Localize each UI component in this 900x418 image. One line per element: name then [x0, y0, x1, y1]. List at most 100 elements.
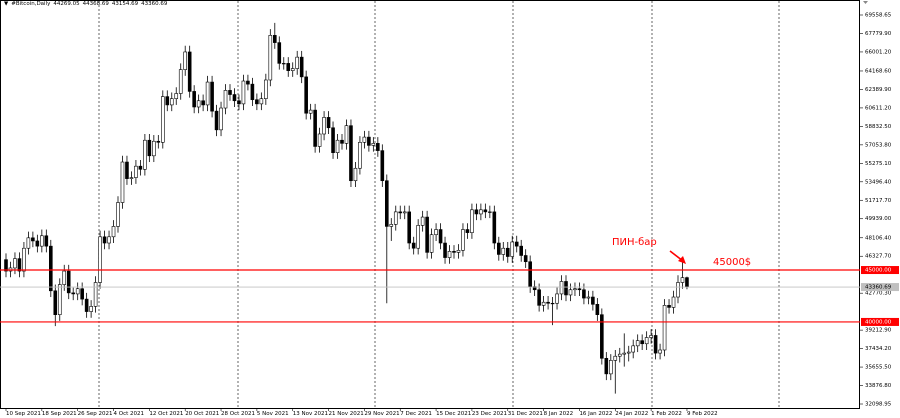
arrow-head	[678, 256, 686, 264]
candle-body	[402, 211, 407, 214]
candle-body	[541, 301, 546, 306]
candle-body	[452, 251, 456, 253]
candle-body	[608, 360, 613, 375]
y-tick-label: 64168.60	[865, 68, 892, 74]
y-tick-label: 48106.40	[865, 235, 892, 241]
y-tick-label: 33876.80	[865, 383, 892, 389]
candle-body	[622, 352, 627, 355]
candle-body	[169, 98, 174, 106]
candle-body	[290, 68, 295, 71]
candle-body	[340, 139, 344, 144]
candle-body	[102, 236, 107, 244]
candle-body	[532, 286, 537, 291]
candle-body	[528, 261, 532, 287]
candle-body	[685, 277, 689, 288]
candle-body	[165, 96, 170, 106]
candle-body	[519, 245, 524, 256]
current-price-label: 43360.69	[865, 285, 892, 291]
candle-body	[192, 91, 196, 108]
candle-body	[380, 150, 385, 182]
candle-body	[210, 81, 214, 112]
candle-body	[214, 110, 219, 131]
x-tick-label: 21 Nov 2021	[329, 411, 364, 417]
current-price-box	[861, 283, 899, 292]
candle-body	[281, 63, 286, 65]
x-tick-label: 7 Dec 2021	[400, 411, 432, 417]
candle-body	[223, 90, 228, 109]
candle-body	[98, 236, 102, 283]
candle-body	[456, 249, 461, 253]
candle-body	[635, 340, 640, 347]
candle-body	[474, 209, 479, 215]
candle-body	[152, 140, 156, 157]
x-tick-label: 9 Feb 2022	[687, 411, 718, 417]
x-tick-label: 26 Sep 2021	[78, 411, 113, 417]
y-tick-label: 55275.10	[865, 161, 892, 167]
candle-body	[492, 211, 497, 244]
candle-body	[111, 226, 116, 238]
plot-frame	[0, 0, 860, 409]
candle-body	[313, 109, 317, 147]
candle-body	[93, 282, 98, 307]
y-tick-label: 49939.00	[865, 216, 892, 222]
candle-body	[523, 255, 528, 263]
candle-body	[286, 63, 291, 71]
x-tick-label: 5 Nov 2021	[257, 411, 289, 417]
candle-body	[644, 337, 649, 345]
candle-body	[680, 277, 685, 283]
candle-body	[219, 107, 223, 131]
candle-body	[4, 259, 8, 272]
x-tick-label: 24 Jan 2022	[615, 411, 648, 417]
candle-body	[550, 302, 555, 305]
candle-body	[241, 80, 246, 105]
candle-body	[264, 79, 268, 99]
x-tick-label: 1 Feb 2022	[651, 411, 682, 417]
candle-body	[479, 209, 483, 215]
candle-body	[295, 56, 300, 69]
candle-body	[671, 296, 676, 308]
candle-body	[389, 224, 394, 227]
candle-body	[617, 353, 622, 357]
candle-body	[384, 180, 389, 227]
candle-body	[62, 270, 67, 285]
x-tick-label: 12 Oct 2021	[149, 411, 183, 417]
level-label: 40000.00	[865, 319, 892, 325]
candle-body	[237, 100, 241, 105]
candle-body	[514, 241, 519, 247]
candle-body	[591, 296, 595, 305]
candle-body	[322, 117, 326, 135]
y-tick-label: 39212.90	[865, 328, 892, 334]
candle-body	[358, 141, 362, 169]
y-tick-label: 53496.40	[865, 179, 892, 185]
candle-body	[586, 296, 591, 299]
candle-body	[120, 161, 125, 203]
candle-body	[470, 209, 474, 233]
candle-body	[80, 288, 84, 300]
candle-body	[595, 303, 600, 315]
x-tick-label: 29 Nov 2021	[364, 411, 399, 417]
candle-body	[196, 100, 201, 108]
candle-body	[443, 242, 447, 258]
x-tick-label: 18 Sep 2021	[42, 411, 77, 417]
y-tick-label: 37434.20	[865, 346, 892, 352]
candle-body	[582, 289, 586, 299]
scroll-marker	[863, 1, 868, 4]
candle-body	[658, 349, 662, 354]
candle-body	[496, 242, 501, 255]
candle-body	[407, 211, 412, 244]
header-arrow: ▼	[4, 1, 9, 7]
candle-body	[13, 258, 17, 269]
candle-body	[331, 127, 335, 153]
x-tick-label: 28 Oct 2021	[221, 411, 255, 417]
candle-body	[268, 35, 273, 81]
candle-body	[178, 69, 183, 94]
candle-body	[26, 237, 31, 249]
candle-body	[420, 216, 425, 226]
candle-body	[555, 293, 559, 304]
candle-body	[537, 289, 541, 306]
candle-body	[156, 140, 161, 143]
candle-body	[367, 136, 371, 146]
header-low: 43154.69	[111, 1, 139, 7]
